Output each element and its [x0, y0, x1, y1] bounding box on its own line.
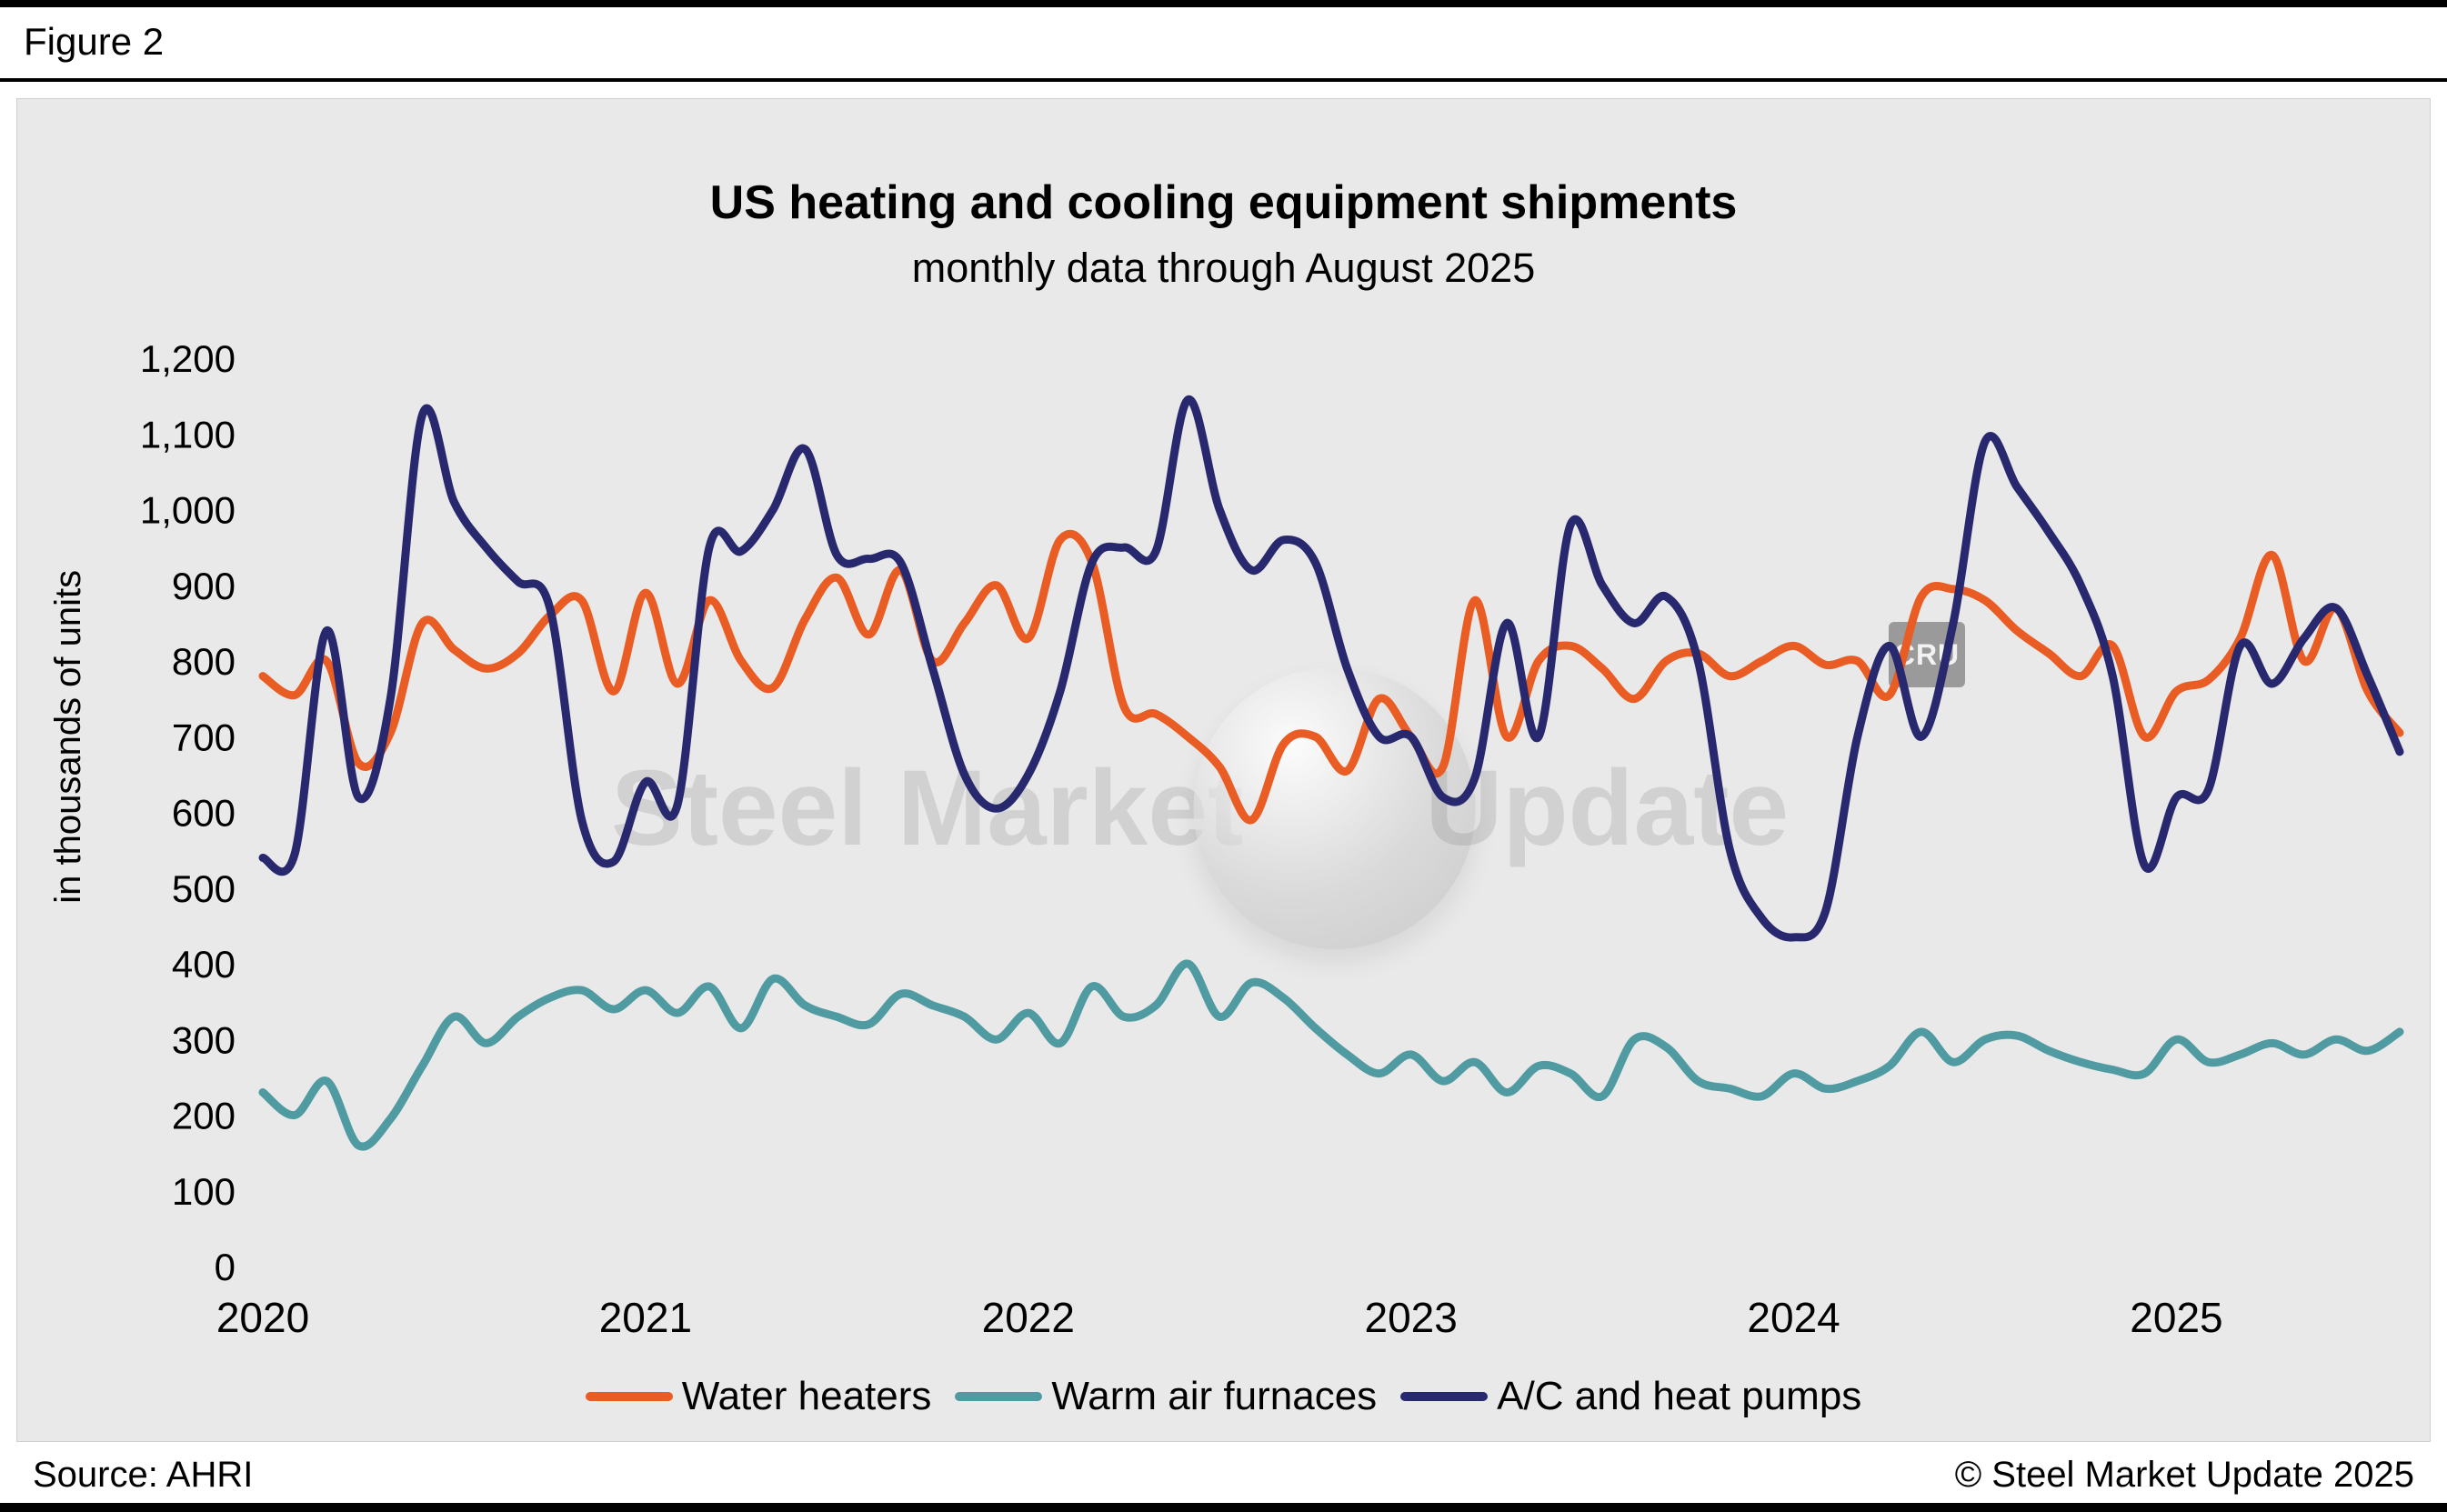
legend-label-warm-air-furnaces: Warm air furnaces: [1051, 1374, 1378, 1418]
y-tick-label: 600: [172, 792, 236, 835]
warm-air-furnaces-swatch: [955, 1392, 1043, 1401]
series-line-a-c-and-heat-pumps: [258, 396, 2404, 942]
chart-title: US heating and cooling equipment shipmen…: [709, 176, 1738, 229]
y-axis-title: in thousands of units: [48, 569, 88, 904]
x-tick-label: 2020: [216, 1294, 309, 1341]
top-rule: [0, 0, 2447, 7]
y-tick-label: 1,100: [140, 413, 236, 456]
y-tick-label: 1,000: [140, 489, 236, 532]
ac-heat-pumps-swatch: [1400, 1392, 1489, 1401]
source-note: Source: AHRI: [33, 1455, 254, 1495]
legend-item-ac-heat-pumps: A/C and heat pumps: [1400, 1374, 1861, 1419]
line-chart: 0 100 200 300 400 500 600 700 800 900 1,000 1,100 1,…: [140, 337, 2404, 1341]
legend-item-warm-air-furnaces: Warm air furnaces: [955, 1374, 1377, 1419]
y-tick-label: 800: [172, 640, 236, 683]
watermark: Steel Market Update: [611, 667, 1789, 949]
x-tick-label: 2023: [1365, 1294, 1458, 1341]
y-tick-label: 900: [172, 565, 236, 607]
y-tick-label: 200: [172, 1095, 236, 1137]
y-tick-label: 0: [215, 1246, 236, 1288]
x-tick-label: 2022: [982, 1294, 1075, 1341]
y-tick-label: 300: [172, 1018, 236, 1061]
series-line-warm-air-furnaces: [258, 959, 2404, 1151]
x-tick-label: 2024: [1747, 1294, 1840, 1341]
water-heaters-swatch: [585, 1392, 673, 1401]
legend-label-water-heaters: Water heaters: [681, 1374, 932, 1418]
y-tick-label: 100: [172, 1170, 236, 1213]
chart-panel: Steel Market Update CRU 0 100 200 300 400 500…: [16, 98, 2431, 1442]
copyright-note: © Steel Market Update 2025: [1954, 1455, 2414, 1495]
bottom-rule: [0, 1503, 2447, 1512]
legend-label-ac-heat-pumps: A/C and heat pumps: [1497, 1374, 1862, 1418]
header-rule: [0, 78, 2447, 82]
chart-subtitle: monthly data through August 2025: [911, 245, 1536, 291]
y-tick-label: 1,200: [140, 337, 236, 380]
y-tick-label: 700: [172, 716, 236, 758]
x-tick-label: 2025: [2130, 1294, 2222, 1341]
series-line-water-heaters: [258, 529, 2404, 825]
legend-item-water-heaters: Water heaters: [585, 1374, 932, 1419]
figure-label: Figure 2: [24, 20, 165, 63]
legend: Water heaters Warm air furnaces A/C and …: [17, 1374, 2430, 1419]
x-tick-label: 2021: [599, 1294, 692, 1341]
watermark-text-left: Steel Market: [611, 748, 1244, 868]
y-tick-label: 400: [172, 943, 236, 986]
y-tick-label: 500: [172, 867, 236, 910]
